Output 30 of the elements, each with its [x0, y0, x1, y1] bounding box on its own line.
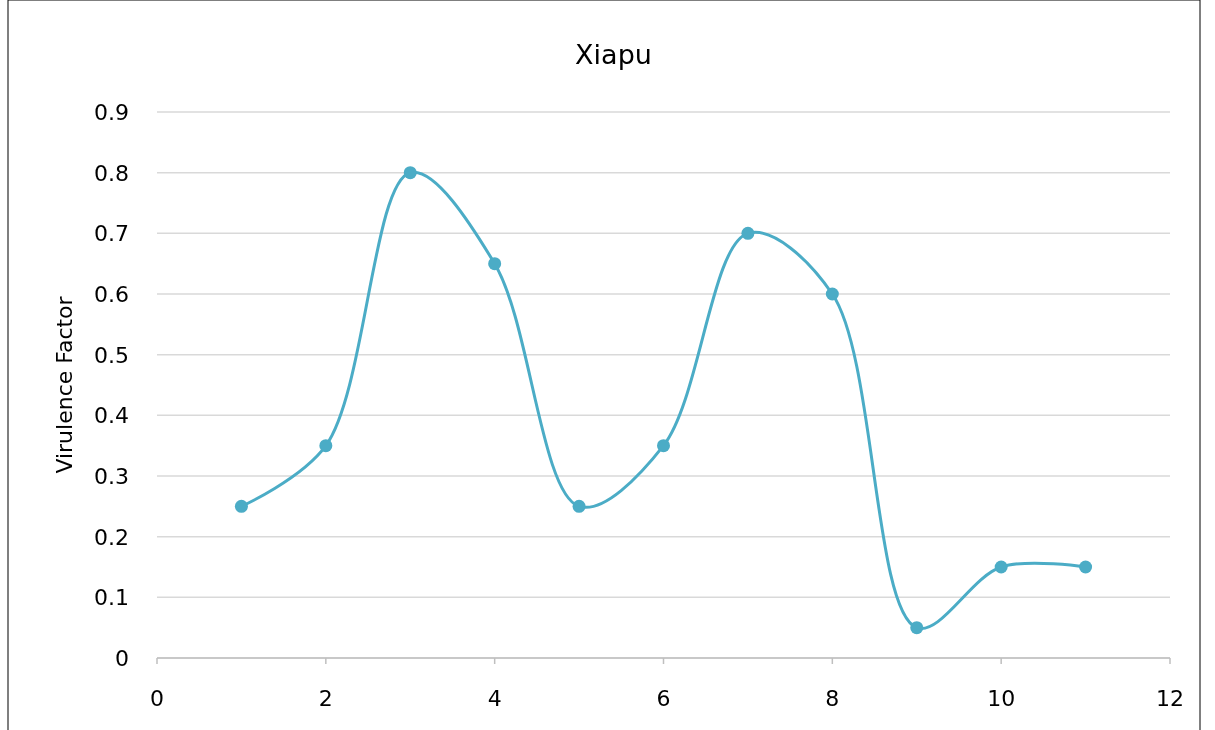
- point: [994, 560, 1008, 574]
- chart-title: Xiapu: [575, 39, 652, 70]
- y-tick-label: 0.7: [94, 221, 129, 247]
- point: [910, 621, 924, 635]
- point: [825, 287, 839, 301]
- x-tick-label: 2: [318, 686, 333, 711]
- x-tick-label: 8: [825, 686, 840, 711]
- y-tick-label: 0.3: [94, 464, 129, 489]
- x-tick-label: 4: [487, 686, 502, 711]
- y-axis-title: Virulence Factor: [52, 295, 77, 474]
- x-tick-label: 0: [150, 686, 164, 711]
- x-tick-label: 12: [1156, 686, 1184, 711]
- point: [572, 499, 586, 513]
- point: [488, 257, 502, 271]
- x-tick-label: 10: [987, 686, 1016, 711]
- y-tick-label: 0.1: [94, 585, 129, 611]
- point: [741, 226, 755, 240]
- point: [319, 439, 333, 453]
- y-tick-label: 0.8: [94, 160, 129, 186]
- y-tick-label: 0.2: [94, 524, 129, 550]
- point: [403, 166, 417, 180]
- y-tick-label: 0.5: [94, 342, 129, 368]
- x-tick-label: 6: [656, 686, 671, 711]
- y-tick-label: 0.6: [94, 282, 129, 307]
- y-tick-label: 0: [115, 646, 129, 671]
- point: [1079, 560, 1093, 574]
- y-tick-label: 0.9: [94, 100, 129, 125]
- point: [657, 439, 670, 453]
- y-tick-label: 0.4: [94, 403, 129, 429]
- point: [234, 499, 248, 513]
